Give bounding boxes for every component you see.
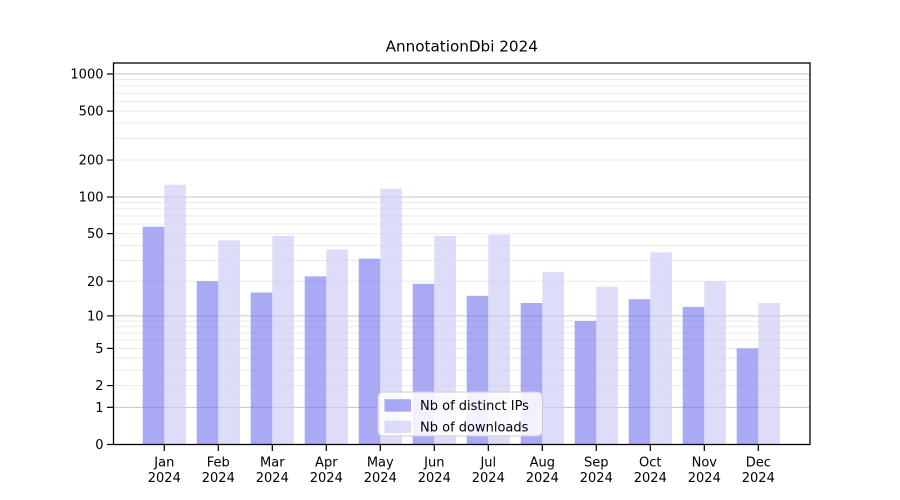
bar-distinct-ips <box>628 299 651 445</box>
x-axis-month-label: Dec <box>746 456 771 471</box>
legend-swatch-distinct-ips <box>384 399 411 412</box>
y-axis-tick-label: 1000 <box>70 68 103 83</box>
x-axis-month-label: Sep <box>584 456 609 471</box>
x-axis-month-label: Jul <box>479 456 496 471</box>
bar-downloads <box>758 302 780 445</box>
bar-downloads <box>380 188 402 445</box>
bar-distinct-ips <box>682 306 705 445</box>
y-axis-tick-label: 500 <box>79 105 104 120</box>
bar-downloads <box>650 252 672 445</box>
x-axis-year-label: 2024 <box>634 471 667 486</box>
y-axis-tick-label: 100 <box>79 191 104 206</box>
bar-distinct-ips <box>196 281 219 445</box>
x-axis-year-label: 2024 <box>472 471 505 486</box>
bar-distinct-ips <box>574 321 597 445</box>
legend-label-downloads: Nb of downloads <box>420 421 529 436</box>
y-axis-tick-label: 50 <box>87 227 104 242</box>
x-axis-month-label: Feb <box>207 456 230 471</box>
bar-distinct-ips <box>304 276 327 445</box>
legend-label-distinct-ips: Nb of distinct IPs <box>420 399 529 414</box>
y-axis-tick-label: 20 <box>87 275 104 290</box>
x-axis-month-label: Apr <box>315 456 338 471</box>
legend: Nb of distinct IPs Nb of downloads <box>377 391 543 437</box>
x-axis-year-label: 2024 <box>256 471 289 486</box>
y-axis-tick-label: 5 <box>95 342 103 357</box>
bar-distinct-ips <box>358 258 381 445</box>
x-axis: Jan2024Feb2024Mar2024Apr2024May2024Jun20… <box>148 444 775 486</box>
x-axis-year-label: 2024 <box>418 471 451 486</box>
plot-frame <box>112 62 811 446</box>
x-axis-year-label: 2024 <box>688 471 721 486</box>
y-axis-tick-label: 200 <box>79 154 104 169</box>
y-axis-tick-label: 1 <box>95 401 103 416</box>
x-axis-year-label: 2024 <box>148 471 181 486</box>
bar-downloads <box>272 235 294 445</box>
bar-downloads <box>326 249 348 445</box>
bar-downloads <box>704 281 726 445</box>
bar-distinct-ips <box>142 226 165 445</box>
x-axis-month-label: Oct <box>639 456 661 471</box>
y-axis-tick-label: 2 <box>95 379 103 394</box>
x-axis-year-label: 2024 <box>742 471 775 486</box>
x-axis-year-label: 2024 <box>202 471 235 486</box>
bar-distinct-ips <box>736 348 759 445</box>
legend-box <box>377 391 543 437</box>
chart-title: AnnotationDbi 2024 <box>386 38 538 56</box>
x-axis-month-label: Mar <box>260 456 285 471</box>
bar-downloads <box>542 271 564 445</box>
x-axis-month-label: Nov <box>692 456 718 471</box>
x-axis-month-label: Jun <box>423 456 444 471</box>
x-axis-month-label: Jan <box>153 456 174 471</box>
x-axis-year-label: 2024 <box>526 471 559 486</box>
x-axis-year-label: 2024 <box>310 471 343 486</box>
bar-distinct-ips <box>250 292 273 445</box>
x-axis-month-label: Aug <box>530 456 555 471</box>
bar-downloads <box>596 286 618 445</box>
legend-swatch-downloads <box>384 420 411 434</box>
bar-downloads <box>218 240 240 445</box>
y-axis-tick-label: 10 <box>87 310 104 325</box>
x-axis-year-label: 2024 <box>364 471 397 486</box>
series-downloads <box>164 184 780 445</box>
bar-downloads <box>164 184 186 445</box>
y-axis: 0 1 2 5 10 20 50 100 200 500 1000 <box>70 68 114 453</box>
x-axis-year-label: 2024 <box>580 471 613 486</box>
y-axis-tick-label: 0 <box>95 438 103 453</box>
x-axis-month-label: May <box>367 456 394 471</box>
